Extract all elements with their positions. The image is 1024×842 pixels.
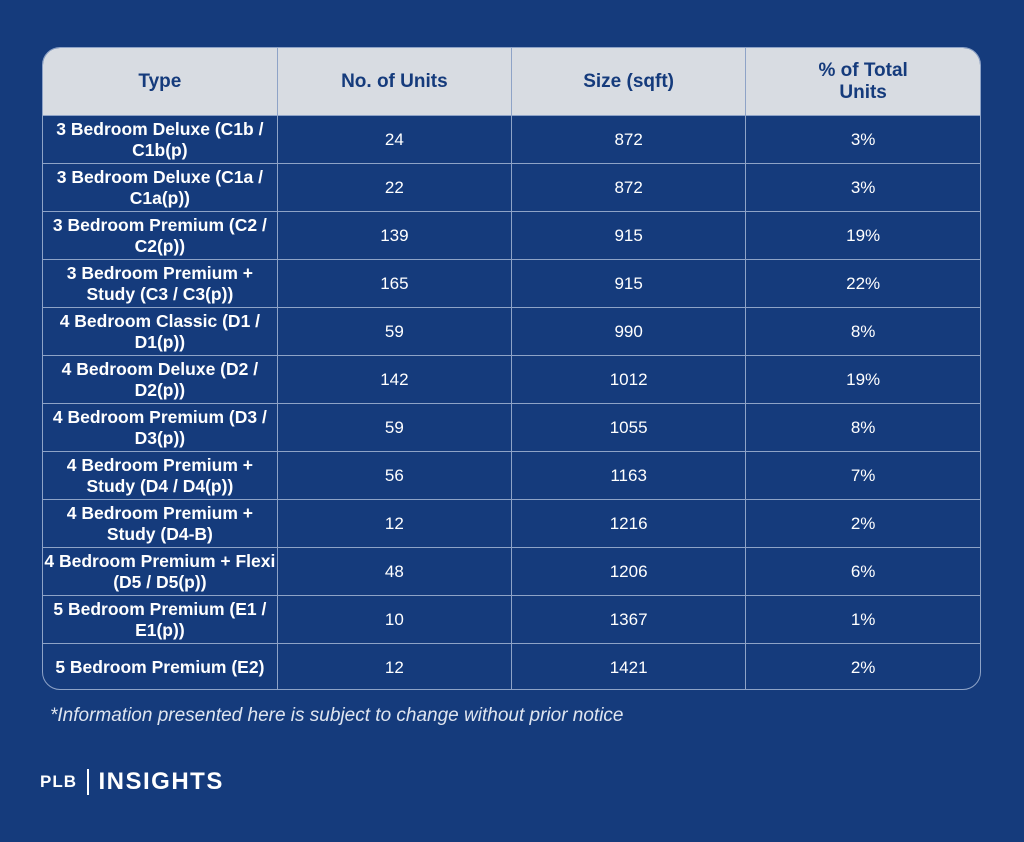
value-cell: 1216 <box>510 499 746 548</box>
value-cell: 915 <box>510 259 746 308</box>
table-row: 4 Bedroom Premium + Study (D4 / D4(p)) 56… <box>43 451 980 500</box>
table-row: 4 Bedroom Premium (D3 / D3(p)) 59 1055 8% <box>43 403 980 452</box>
value-cell: 22% <box>745 259 980 308</box>
value-cell: 1% <box>745 595 980 644</box>
brand: PLB INSIGHTS <box>40 768 224 796</box>
unit-table: Type No. of Units Size (sqft) % of Total Un… <box>43 48 980 689</box>
table-row: 4 Bedroom Premium + Study (D4-B) 12 1216 2% <box>43 499 980 548</box>
header-cell: % of Total Units <box>745 48 980 116</box>
table-head: Type No. of Units Size (sqft) % of Total Un… <box>43 48 980 116</box>
table-frame: Type No. of Units Size (sqft) % of Total Un… <box>42 47 981 690</box>
value-cell: 2% <box>745 643 980 689</box>
value-cell: 139 <box>276 211 512 260</box>
brand-left: PLB <box>40 772 77 791</box>
type-cell: 3 Bedroom Deluxe (C1a / C1a(p)) <box>43 163 278 212</box>
table-row: 4 Bedroom Deluxe (D2 / D2(p)) 142 1012 19% <box>43 355 980 404</box>
table-row: 5 Bedroom Premium (E2) 12 1421 2% <box>43 643 980 689</box>
header-text: Type <box>138 70 182 92</box>
type-cell: 4 Bedroom Deluxe (D2 / D2(p)) <box>43 355 278 404</box>
value-cell: 990 <box>510 307 746 356</box>
value-cell: 48 <box>276 547 512 596</box>
type-cell: 4 Bedroom Premium + Study (D4 / D4(p)) <box>43 451 278 500</box>
value-cell: 1206 <box>510 547 746 596</box>
value-cell: 3% <box>745 115 980 164</box>
value-cell: 1367 <box>510 595 746 644</box>
header-row: Type No. of Units Size (sqft) % of Total Un… <box>43 48 980 116</box>
brand-right: INSIGHTS <box>98 768 224 795</box>
table-body: 3 Bedroom Deluxe (C1b / C1b(p) 24 872 3% 3 B… <box>43 115 980 689</box>
value-cell: 7% <box>745 451 980 500</box>
footnote: *Information presented here is subject t… <box>50 705 624 726</box>
header-text: % of Total Units <box>818 59 908 103</box>
type-cell: 4 Bedroom Premium + Flexi (D5 / D5(p)) <box>43 547 278 596</box>
value-cell: 2% <box>745 499 980 548</box>
type-cell: 3 Bedroom Deluxe (C1b / C1b(p) <box>43 115 278 164</box>
value-cell: 8% <box>745 403 980 452</box>
value-cell: 19% <box>745 355 980 404</box>
value-cell: 56 <box>276 451 512 500</box>
value-cell: 915 <box>510 211 746 260</box>
value-cell: 1055 <box>510 403 746 452</box>
value-cell: 8% <box>745 307 980 356</box>
type-cell: 5 Bedroom Premium (E1 / E1(p)) <box>43 595 278 644</box>
brand-divider <box>87 769 89 795</box>
type-cell: 3 Bedroom Premium (C2 / C2(p)) <box>43 211 278 260</box>
value-cell: 19% <box>745 211 980 260</box>
table-row: 4 Bedroom Premium + Flexi (D5 / D5(p)) 48… <box>43 547 980 596</box>
value-cell: 1012 <box>510 355 746 404</box>
value-cell: 1163 <box>510 451 746 500</box>
type-cell: 5 Bedroom Premium (E2) <box>43 643 278 689</box>
value-cell: 10 <box>276 595 512 644</box>
table-row: 4 Bedroom Classic (D1 / D1(p)) 59 990 8% <box>43 307 980 356</box>
type-cell: 4 Bedroom Premium + Study (D4-B) <box>43 499 278 548</box>
value-cell: 59 <box>276 307 512 356</box>
header-text: No. of Units <box>341 70 448 92</box>
value-cell: 12 <box>276 499 512 548</box>
value-cell: 1421 <box>510 643 746 689</box>
header-text: Size (sqft) <box>583 70 675 92</box>
value-cell: 872 <box>510 163 746 212</box>
value-cell: 24 <box>276 115 512 164</box>
table-row: 3 Bedroom Deluxe (C1a / C1a(p)) 22 872 3% <box>43 163 980 212</box>
type-cell: 4 Bedroom Classic (D1 / D1(p)) <box>43 307 278 356</box>
value-cell: 12 <box>276 643 512 689</box>
header-cell: Type <box>43 48 278 116</box>
type-cell: 3 Bedroom Premium + Study (C3 / C3(p)) <box>43 259 278 308</box>
value-cell: 59 <box>276 403 512 452</box>
value-cell: 3% <box>745 163 980 212</box>
table-row: 3 Bedroom Premium (C2 / C2(p)) 139 915 19% <box>43 211 980 260</box>
header-cell: No. of Units <box>276 48 512 116</box>
table-row: 3 Bedroom Deluxe (C1b / C1b(p) 24 872 3% <box>43 115 980 164</box>
value-cell: 142 <box>276 355 512 404</box>
value-cell: 165 <box>276 259 512 308</box>
value-cell: 22 <box>276 163 512 212</box>
type-cell: 4 Bedroom Premium (D3 / D3(p)) <box>43 403 278 452</box>
header-cell: Size (sqft) <box>510 48 746 116</box>
value-cell: 6% <box>745 547 980 596</box>
table-row: 3 Bedroom Premium + Study (C3 / C3(p)) 16… <box>43 259 980 308</box>
value-cell: 872 <box>510 115 746 164</box>
table-row: 5 Bedroom Premium (E1 / E1(p)) 10 1367 1% <box>43 595 980 644</box>
